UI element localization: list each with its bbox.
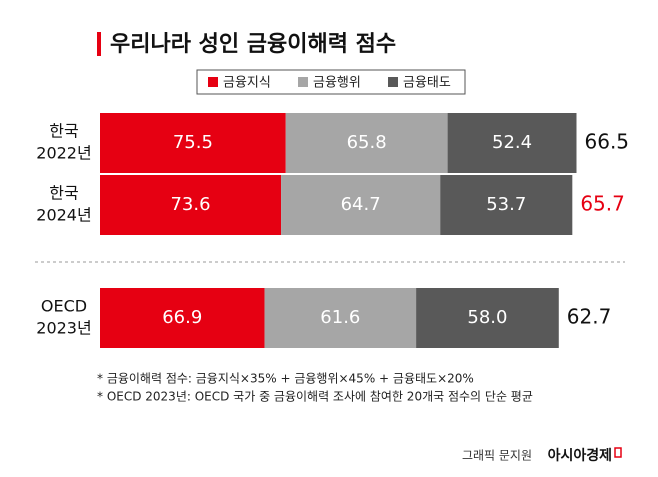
title-marker <box>97 32 101 56</box>
bar-segment <box>100 288 265 348</box>
value-label: 64.7 <box>341 194 381 215</box>
bar-segment <box>281 175 441 235</box>
legend-swatch <box>388 77 398 87</box>
total-label: 62.7 <box>567 305 612 329</box>
category-label: 한국 <box>49 122 78 141</box>
legend-label: 금융지식 <box>223 76 271 91</box>
note: * 금융이해력 점수: 금융지식×35% + 금융행위×45% + 금융태도×2… <box>97 371 474 386</box>
legend-swatch <box>208 77 218 87</box>
bar-segment <box>285 113 448 173</box>
bar-segment <box>264 288 417 348</box>
value-label: 58.0 <box>467 307 507 328</box>
bar-segment <box>447 113 577 173</box>
note: * OECD 2023년: OECD 국가 중 금융이해력 조사에 참여한 20… <box>97 390 533 404</box>
bar-segment <box>416 288 559 348</box>
category-label: 2023년 <box>36 319 91 338</box>
value-label: 52.4 <box>492 132 532 153</box>
bar-segment <box>440 175 573 235</box>
category-label: 한국 <box>49 184 78 203</box>
value-label: 53.7 <box>486 194 526 215</box>
value-label: 65.8 <box>347 132 387 153</box>
value-label: 73.6 <box>170 194 210 215</box>
bar-segment <box>100 113 286 173</box>
logo-mark <box>614 447 622 458</box>
bar-segment <box>100 175 282 235</box>
credit: 그래픽 문지원 <box>462 449 532 463</box>
chart-title: 우리나라 성인 금융이해력 점수 <box>110 32 396 57</box>
source-logo: 아시아경제 <box>548 447 612 464</box>
legend-label: 금융태도 <box>403 76 451 91</box>
value-label: 61.6 <box>320 307 360 328</box>
category-label: 2024년 <box>36 206 91 225</box>
legend-box <box>196 69 466 95</box>
value-label: 75.5 <box>173 132 213 153</box>
legend-swatch <box>298 77 308 87</box>
category-label: OECD <box>41 297 87 316</box>
category-label: 2022년 <box>36 144 91 163</box>
value-label: 66.9 <box>162 307 202 328</box>
total-label: 66.5 <box>585 130 630 154</box>
total-label: 65.7 <box>580 192 625 216</box>
legend-label: 금융행위 <box>313 75 361 91</box>
